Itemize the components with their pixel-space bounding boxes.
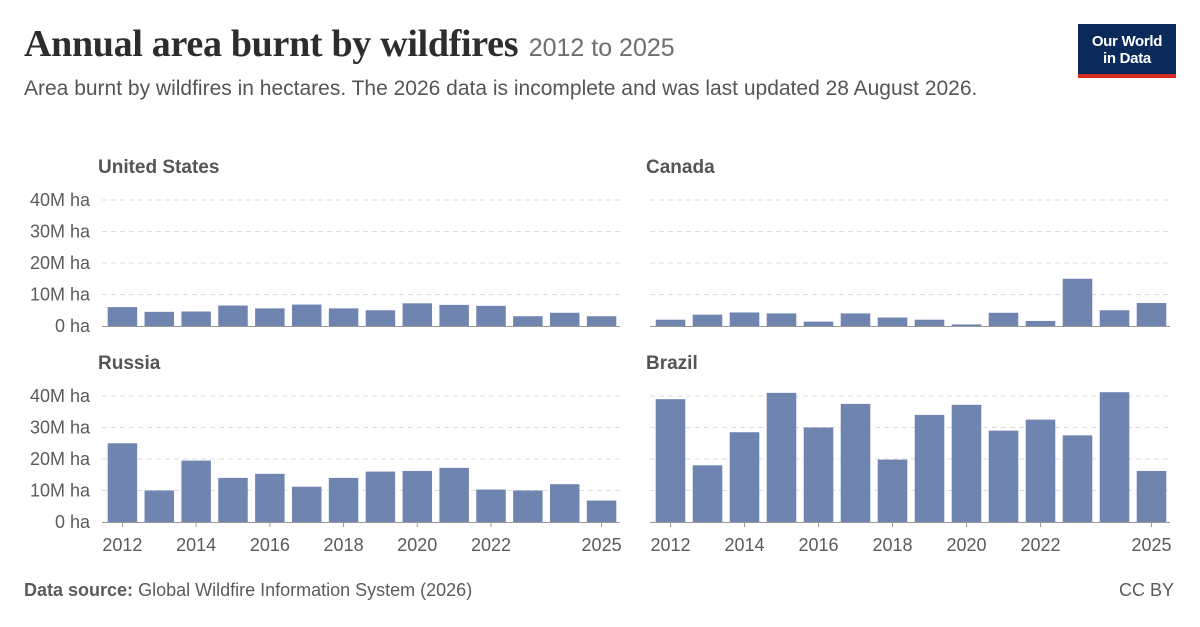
x-tick-label: 2018 <box>324 535 364 555</box>
bar-united-states-2022 <box>476 305 506 326</box>
x-tick-label: 2014 <box>724 535 764 555</box>
bar-canada-2012 <box>655 319 686 326</box>
bar-united-states-2023 <box>513 316 543 326</box>
bar-russia-2012 <box>107 443 138 522</box>
panel-title-brazil: Brazil <box>646 353 698 374</box>
bar-united-states-2019 <box>365 310 396 326</box>
bar-canada-2017 <box>840 313 871 326</box>
y-tick-label: 10M ha <box>30 481 91 501</box>
bar-canada-2021 <box>988 312 1019 326</box>
bar-united-states-2020 <box>402 303 433 326</box>
x-tick-label: 2020 <box>397 535 437 555</box>
y-tick-label: 0 ha <box>55 512 91 532</box>
y-tick-label: 10M ha <box>30 285 91 305</box>
bar-canada-2025 <box>1136 303 1167 326</box>
x-tick-label: 2012 <box>650 535 690 555</box>
bar-russia-2019 <box>365 471 396 522</box>
bar-russia-2020 <box>402 470 433 522</box>
bar-russia-2017 <box>291 486 322 522</box>
bar-russia-2014 <box>181 460 211 522</box>
logo-line-2: in Data <box>1103 50 1151 67</box>
bar-united-states-2024 <box>549 312 580 326</box>
bar-brazil-2017 <box>840 403 871 522</box>
bar-brazil-2021 <box>988 430 1019 522</box>
bar-canada-2023 <box>1062 278 1093 326</box>
bar-canada-2024 <box>1099 310 1130 326</box>
panel-title-russia: Russia <box>98 353 161 374</box>
bar-united-states-2021 <box>439 304 469 326</box>
bar-brazil-2020 <box>951 404 982 522</box>
y-tick-label: 30M ha <box>30 222 91 242</box>
x-tick-label: 2025 <box>582 535 622 555</box>
x-tick-label: 2022 <box>471 535 511 555</box>
bar-canada-2015 <box>766 313 797 326</box>
bar-russia-2015 <box>218 477 248 522</box>
y-tick-label: 20M ha <box>30 449 91 469</box>
panel-title-canada: Canada <box>646 157 715 178</box>
bar-united-states-2025 <box>586 316 617 326</box>
x-tick-label: 2020 <box>946 535 986 555</box>
title-range: 2012 to 2025 <box>528 34 675 62</box>
bar-russia-2021 <box>439 467 469 522</box>
y-tick-label: 20M ha <box>30 253 91 273</box>
y-tick-label: 30M ha <box>30 418 91 438</box>
chart-title: Annual area burnt by wildfires <box>24 23 519 65</box>
bar-canada-2022 <box>1025 320 1056 326</box>
bar-canada-2014 <box>729 312 760 326</box>
owid-logo[interactable]: Our World in Data <box>1078 24 1176 78</box>
y-tick-label: 0 ha <box>55 316 91 336</box>
bar-russia-2018 <box>328 477 359 522</box>
x-tick-label: 2022 <box>1020 535 1060 555</box>
x-tick-label: 2018 <box>872 535 912 555</box>
bar-united-states-2015 <box>218 305 248 326</box>
bar-canada-2020 <box>951 324 982 326</box>
panel-title-united-states: United States <box>98 157 219 178</box>
bar-brazil-2014 <box>729 432 760 522</box>
bar-united-states-2013 <box>144 311 175 326</box>
bar-brazil-2018 <box>877 459 908 522</box>
bar-canada-2019 <box>914 319 945 326</box>
x-tick-label: 2014 <box>176 535 216 555</box>
y-tick-label: 40M ha <box>30 386 91 406</box>
bar-russia-2024 <box>549 484 580 522</box>
logo-line-1: Our World <box>1091 33 1163 50</box>
data-source-text: Global Wildfire Information System (2026… <box>138 580 473 600</box>
bar-brazil-2013 <box>692 465 723 522</box>
x-tick-label: 2012 <box>102 535 142 555</box>
bar-united-states-2016 <box>255 308 285 326</box>
bar-russia-2016 <box>255 473 285 522</box>
license-link[interactable]: CC BY <box>1118 580 1174 600</box>
bar-brazil-2025 <box>1136 470 1167 522</box>
x-tick-label: 2016 <box>798 535 838 555</box>
bar-united-states-2017 <box>291 304 322 326</box>
title-row: Annual area burnt by wildfires 2012 to 2… <box>24 22 675 66</box>
bar-brazil-2012 <box>655 399 686 522</box>
bar-russia-2013 <box>144 490 175 522</box>
bar-russia-2025 <box>586 500 617 522</box>
bar-brazil-2023 <box>1062 435 1093 522</box>
chart-subtitle: Area burnt by wildfires in hectares. The… <box>24 77 978 100</box>
y-tick-label: 40M ha <box>30 190 91 210</box>
bar-brazil-2015 <box>766 392 797 522</box>
bar-brazil-2019 <box>914 414 945 522</box>
x-tick-label: 2025 <box>1131 535 1171 555</box>
bar-brazil-2022 <box>1025 419 1056 522</box>
bar-united-states-2018 <box>328 308 359 326</box>
bar-united-states-2014 <box>181 311 211 326</box>
bar-canada-2013 <box>692 314 723 326</box>
bar-united-states-2012 <box>107 307 138 326</box>
bar-brazil-2016 <box>803 427 834 522</box>
bar-russia-2023 <box>513 490 543 522</box>
bar-canada-2016 <box>803 321 834 326</box>
bar-brazil-2024 <box>1099 392 1130 522</box>
bar-canada-2018 <box>877 317 908 326</box>
x-tick-label: 2016 <box>250 535 290 555</box>
data-source: Data source: Global Wildfire Information… <box>24 580 472 601</box>
bar-russia-2022 <box>476 489 506 522</box>
data-source-label: Data source: <box>24 580 134 600</box>
